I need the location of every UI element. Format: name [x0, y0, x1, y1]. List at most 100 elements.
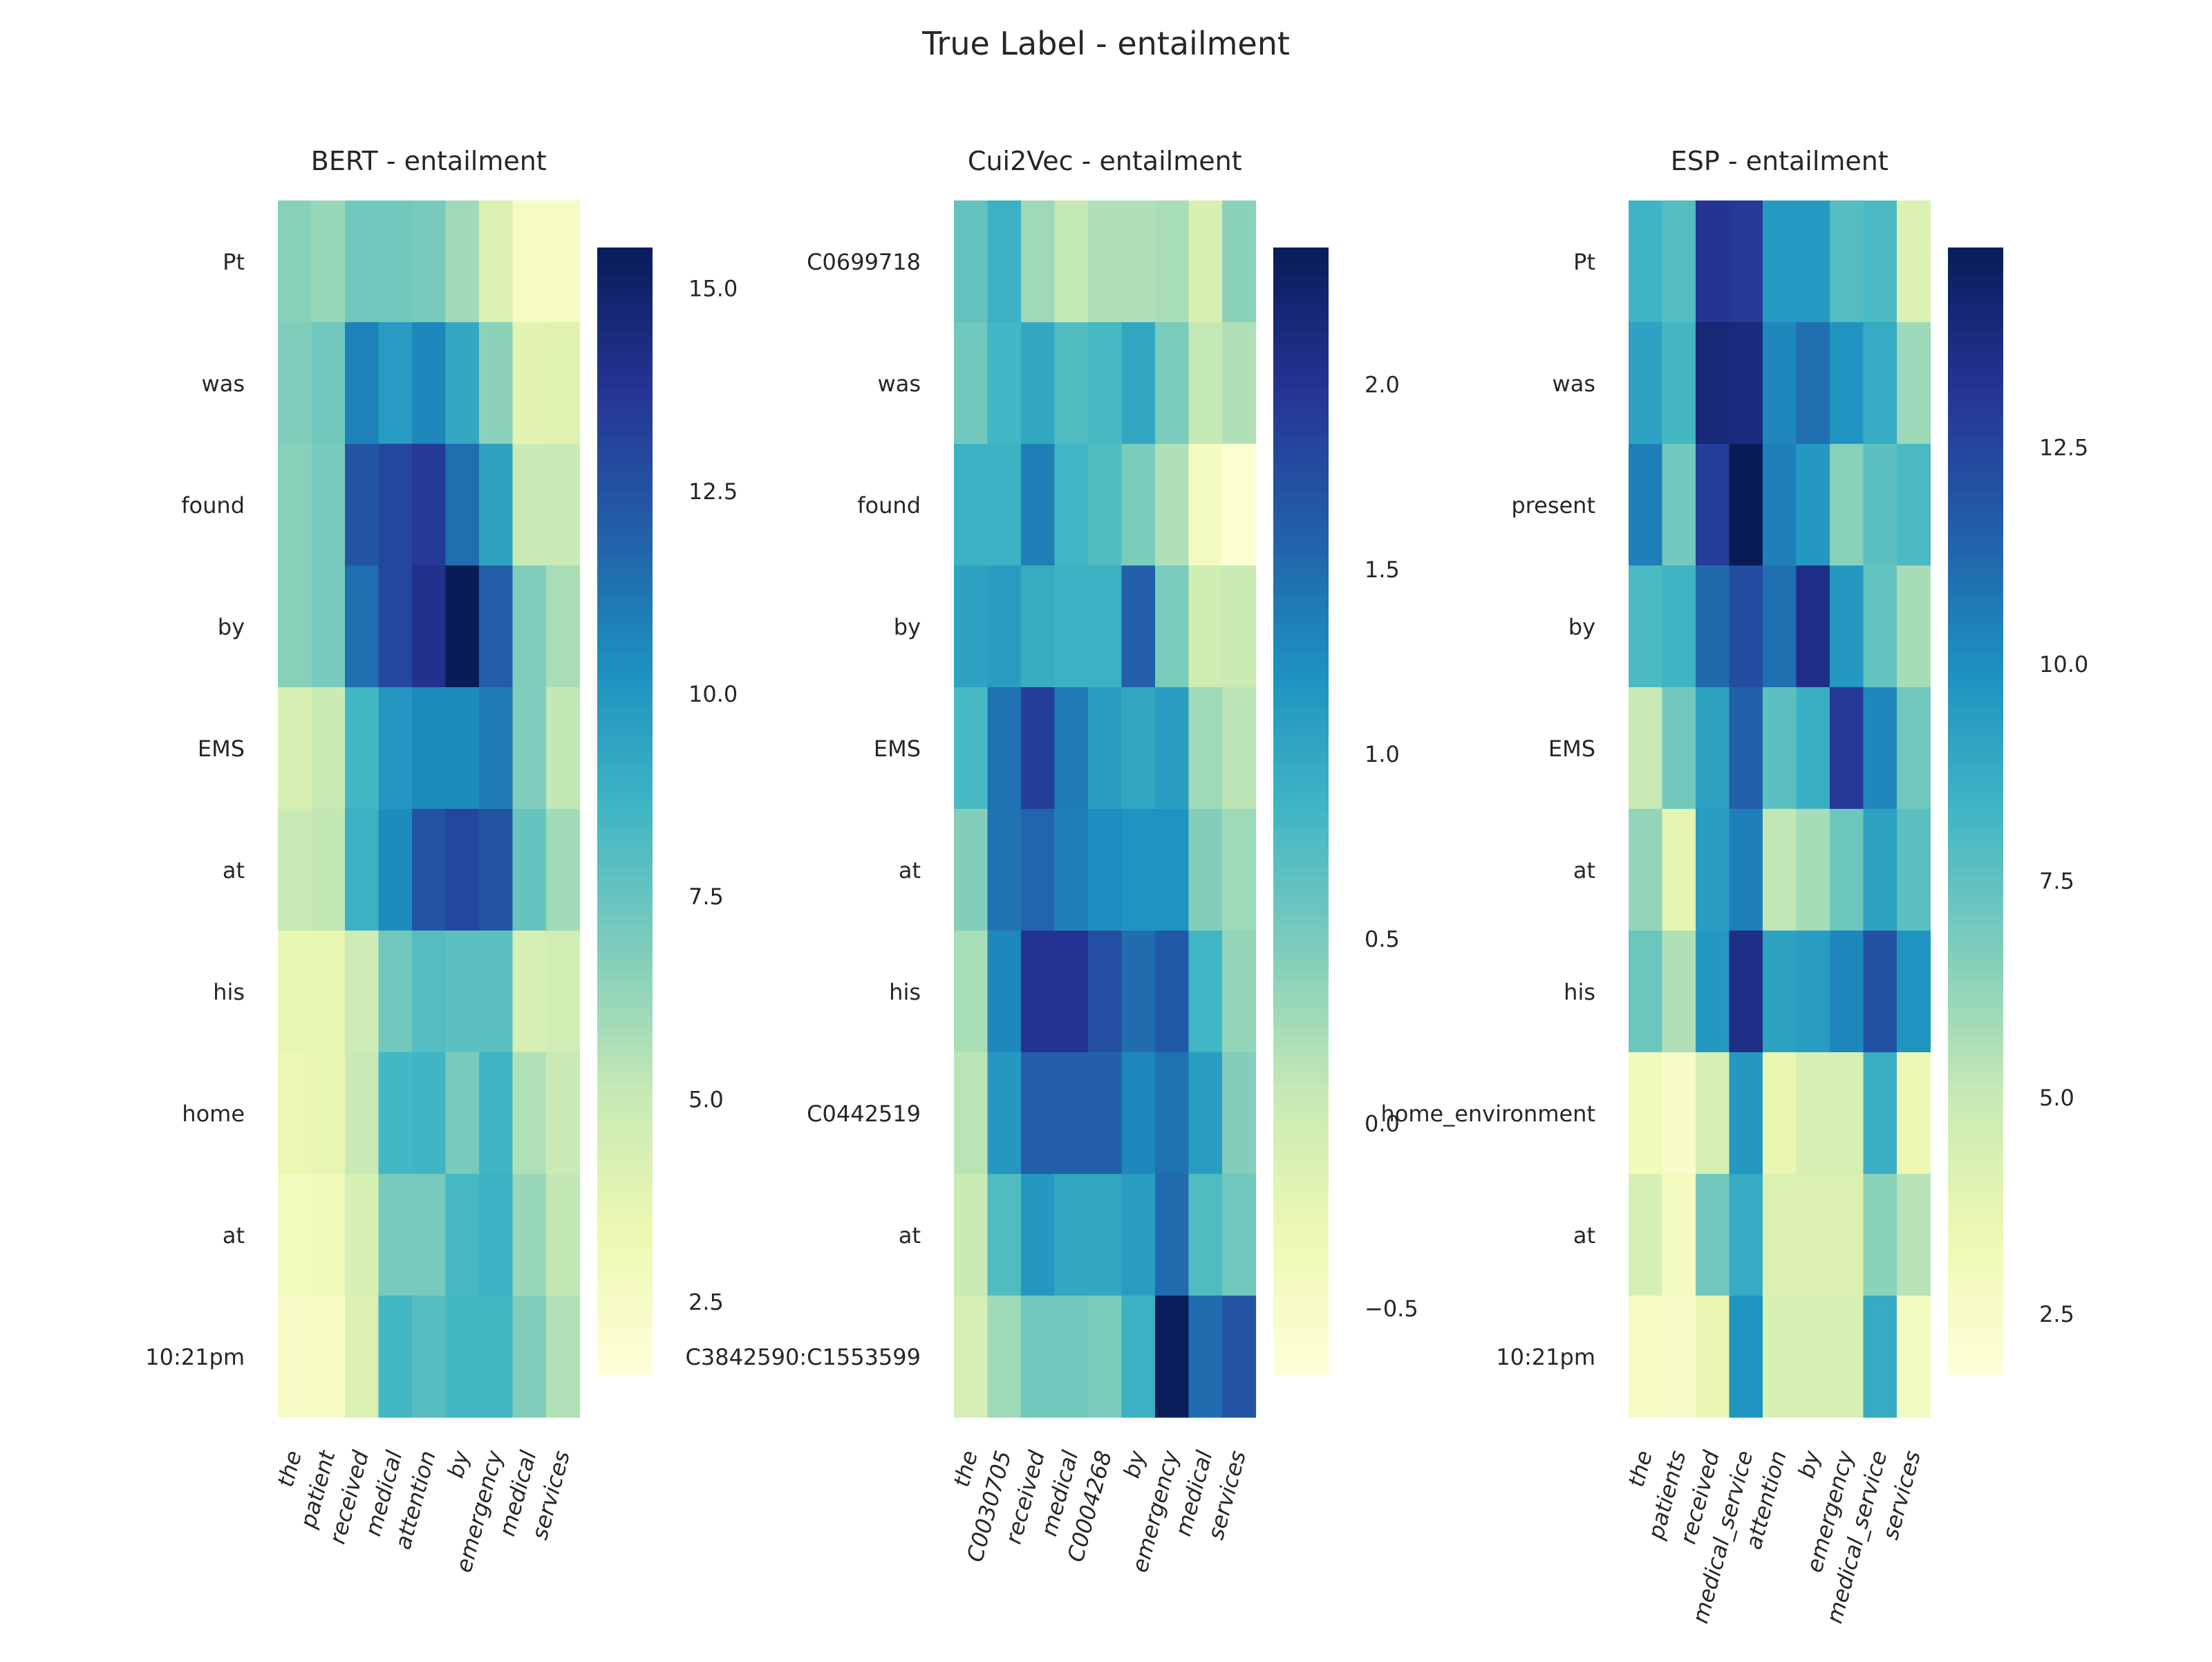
colorbar-segment [1948, 1055, 2003, 1065]
colorbar-segment [1273, 1064, 1329, 1075]
colorbar-segment [597, 1074, 653, 1084]
heatmap-cell [1629, 200, 1663, 323]
colorbar-segment [597, 1262, 653, 1272]
colorbar-segment [1948, 1008, 2003, 1018]
colorbar-segment [597, 736, 653, 746]
colorbar-segment [1948, 1045, 2003, 1056]
colorbar-segment [597, 595, 653, 605]
colorbar-segment [1273, 586, 1329, 596]
colorbar-segment [597, 1092, 653, 1103]
heatmap-cell [378, 200, 413, 323]
heatmap-cell [345, 1296, 379, 1418]
colorbar-segment [1273, 642, 1329, 652]
heatmap-cell [1897, 1296, 1931, 1418]
heatmap-cell [378, 1296, 413, 1418]
heatmap-cell [1830, 1052, 1864, 1175]
heatmap-cell [1222, 1296, 1257, 1418]
colorbar-segment [597, 604, 653, 615]
colorbar-segment [597, 529, 653, 539]
colorbar-segment [597, 510, 653, 521]
colorbar-segment [1273, 811, 1329, 821]
heatmap-cell [1863, 1296, 1897, 1418]
colorbar-segment [1273, 313, 1329, 324]
colorbar-tick-label: 12.5 [688, 478, 738, 505]
colorbar-segment [1273, 848, 1329, 859]
colorbar-segment [597, 1064, 653, 1075]
heatmap-cell [1763, 931, 1797, 1053]
heatmap-cell [345, 687, 379, 810]
colorbar-segment [597, 1336, 653, 1347]
colorbar-segment [1273, 1336, 1329, 1347]
heatmap-cell [479, 1296, 514, 1418]
colorbar-segment [1948, 1158, 2003, 1168]
colorbar-segment [1273, 1102, 1329, 1112]
heatmap-cell [954, 1052, 988, 1175]
heatmap-cell [278, 200, 312, 323]
colorbar-segment [597, 1242, 653, 1253]
heatmap-cell [1155, 809, 1190, 931]
colorbar-segment [597, 1327, 653, 1338]
colorbar-segment [1948, 642, 2003, 652]
colorbar-segment [1948, 416, 2003, 427]
heatmap-cell [954, 200, 988, 323]
heatmap-cell [954, 566, 988, 688]
heatmap-cell [1188, 322, 1223, 445]
heatmap-cell [345, 1052, 379, 1175]
row-label: at [223, 1222, 245, 1249]
colorbar-segment [1273, 942, 1329, 953]
colorbar-segment [1273, 717, 1329, 727]
colorbar-segment [597, 351, 653, 361]
heatmap-cell [1696, 322, 1730, 445]
heatmap-cell [1863, 687, 1897, 810]
heatmap-cell [1796, 931, 1830, 1053]
heatmap-cell [1863, 200, 1897, 323]
colorbar-segment [597, 1195, 653, 1206]
heatmap-cell [1763, 322, 1797, 445]
colorbar-segment [1273, 248, 1329, 258]
heatmap-cell [1662, 809, 1696, 931]
colorbar-segment [1273, 951, 1329, 962]
colorbar-segment [597, 566, 653, 577]
heatmap-cell [1763, 687, 1797, 810]
row-label: his [889, 979, 921, 1005]
colorbar-segment [1948, 473, 2003, 483]
colorbar-segment [1948, 1130, 2003, 1141]
heatmap-cell [278, 444, 312, 566]
colorbar-segment [1948, 557, 2003, 568]
heatmap-cell [278, 809, 312, 931]
heatmap-cell [1830, 1174, 1864, 1296]
heatmap-cell [987, 200, 1022, 323]
colorbar-segment [1948, 1074, 2003, 1084]
colorbar-segment [1273, 1355, 1329, 1366]
heatmap-cell [1222, 1052, 1257, 1175]
colorbar-segment [1273, 651, 1329, 662]
heatmap-cell [1662, 931, 1696, 1053]
colorbar-segment [597, 998, 653, 1009]
heatmap-cell [479, 444, 514, 566]
heatmap-cell [1729, 322, 1763, 445]
colorbar-segment [1273, 1121, 1329, 1131]
heatmap-cell [1729, 1296, 1763, 1418]
heatmap-cell [1729, 809, 1763, 931]
row-label: by [894, 614, 921, 640]
heatmap-cell [1629, 1174, 1663, 1296]
heatmap-cell [412, 322, 447, 445]
heatmap-cell [1222, 444, 1257, 566]
row-label: Pt [1573, 249, 1595, 275]
colorbar-segment [1948, 1186, 2003, 1197]
heatmap-cell [1188, 687, 1223, 810]
colorbar-segment [1948, 1365, 2003, 1375]
colorbar-segment [1948, 1092, 2003, 1103]
heatmap-cell [1729, 444, 1763, 566]
colorbar-segment [597, 848, 653, 859]
colorbar-segment [1273, 924, 1329, 934]
colorbar-segment [1948, 970, 2003, 981]
heatmap-cell [1696, 1174, 1730, 1296]
colorbar-segment [1948, 754, 2003, 765]
heatmap-cell [1729, 1174, 1763, 1296]
colorbar-segment [597, 1215, 653, 1225]
colorbar-segment [597, 1102, 653, 1112]
heatmap-cell [1088, 200, 1123, 323]
colorbar-segment [597, 623, 653, 633]
colorbar-segment [1948, 820, 2003, 830]
